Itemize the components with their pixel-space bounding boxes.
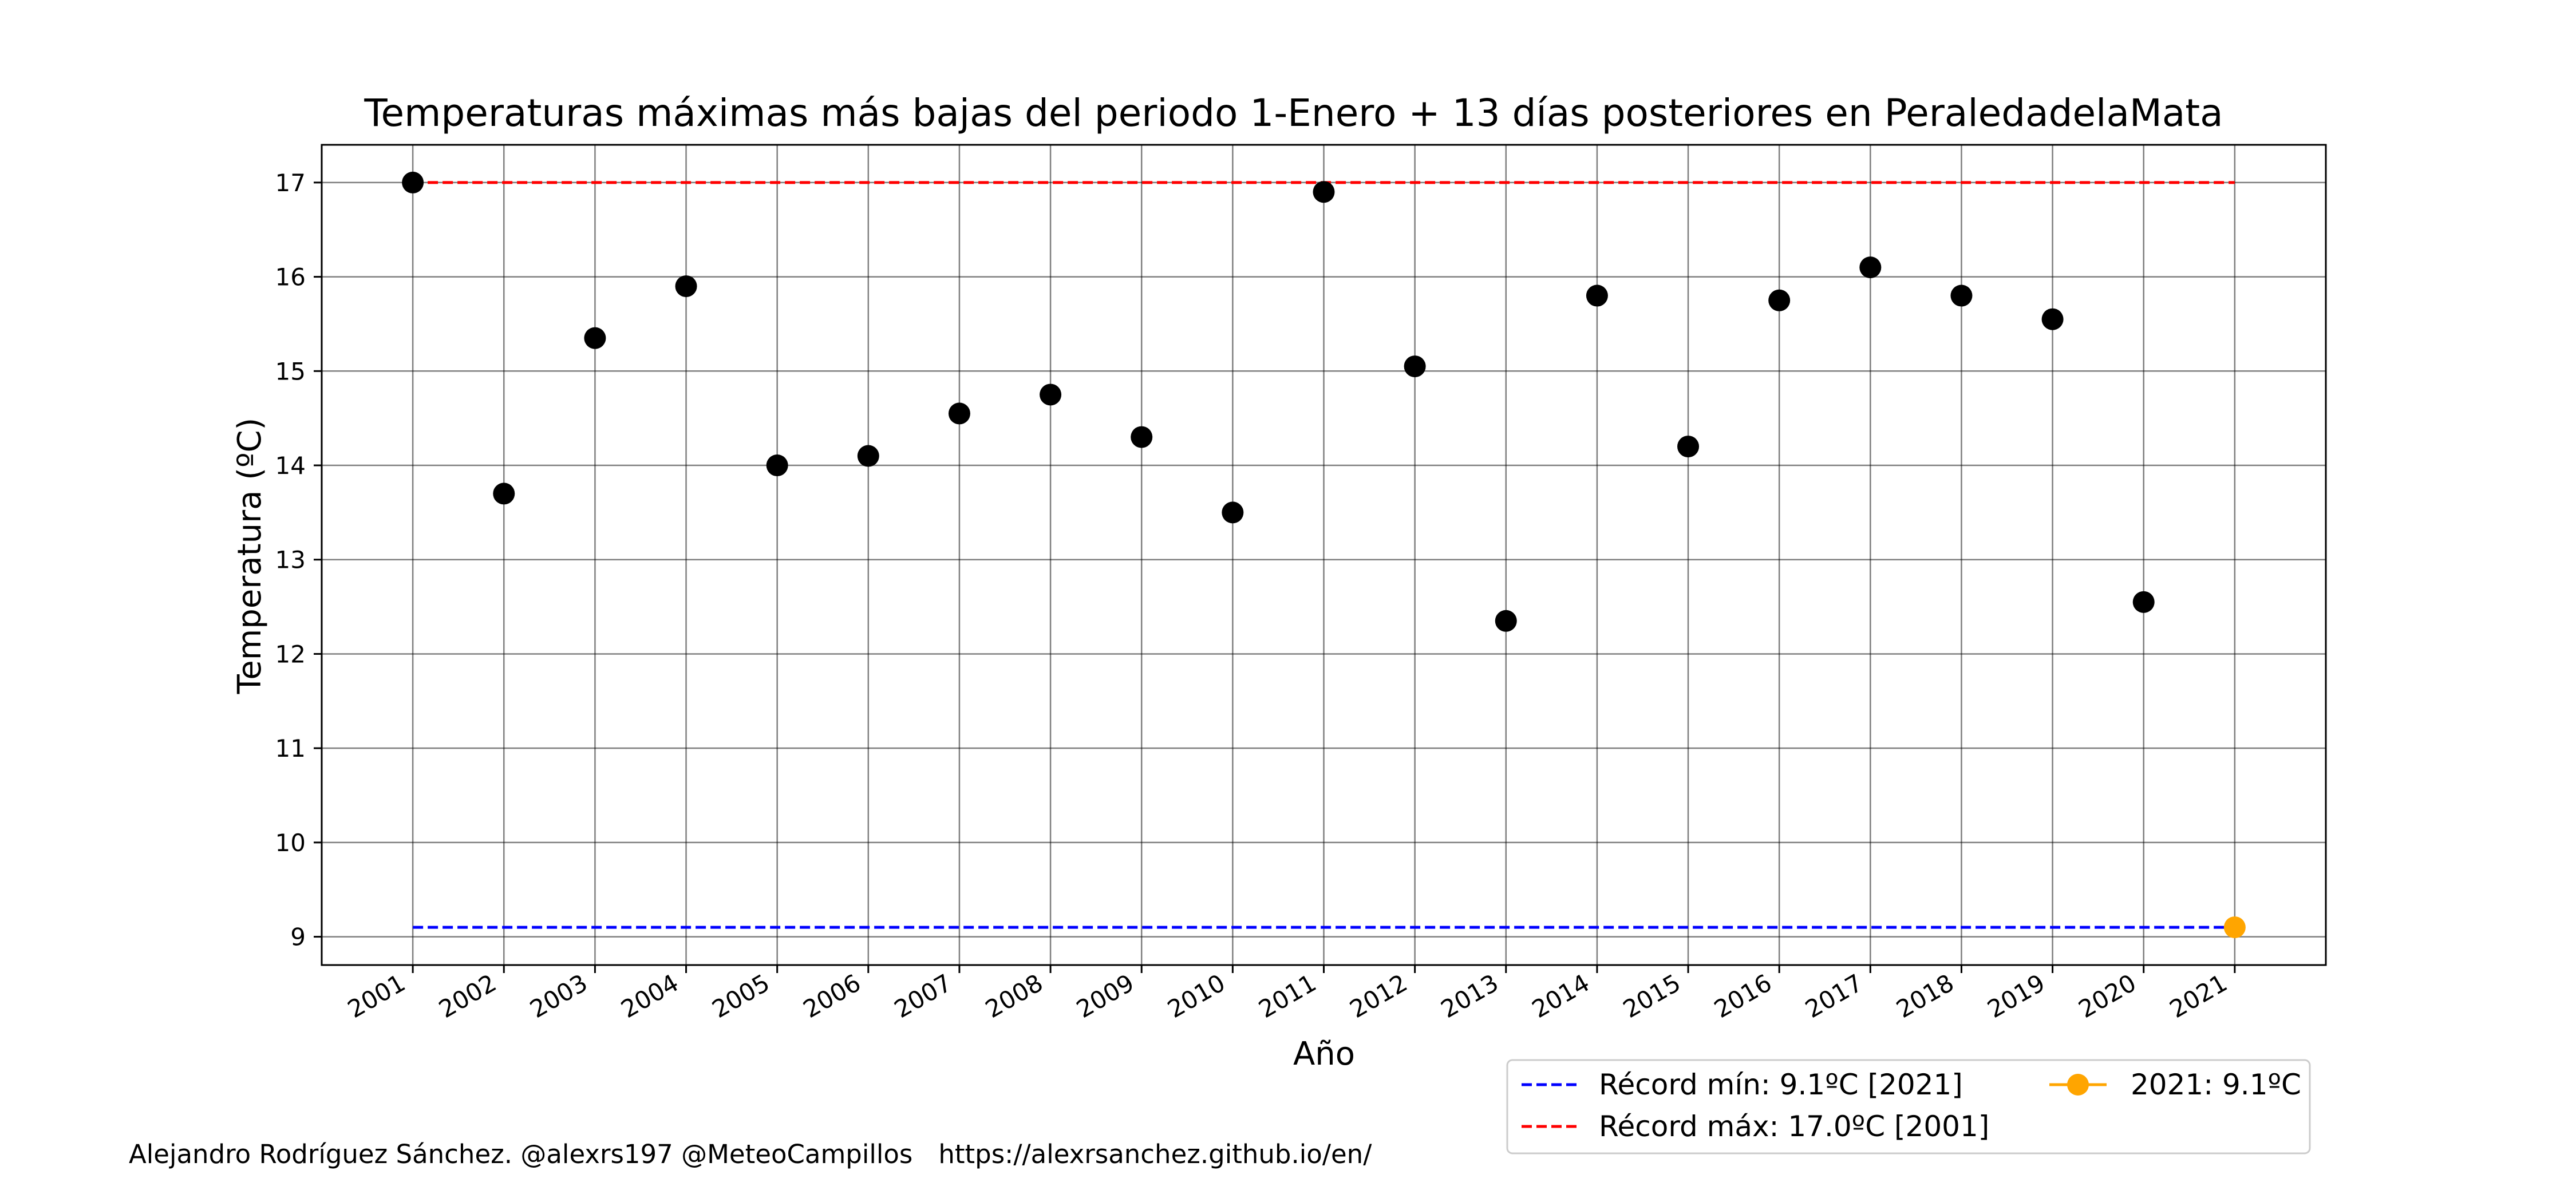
legend-frame (1506, 1059, 2311, 1154)
highlight-point-2021 (2223, 916, 2246, 939)
data-point (584, 327, 606, 349)
y-tick-label: 13 (275, 546, 306, 574)
data-points (402, 171, 2246, 939)
y-axis-label: Temperatura (ºC) (231, 418, 268, 695)
legend: Récord mín: 9.1ºC [2021] Récord máx: 17.… (1506, 1059, 2311, 1154)
footer-author: Alejandro Rodríguez Sánchez. @alexrs197 … (129, 1139, 913, 1169)
data-point (1859, 256, 1882, 279)
data-point (2041, 308, 2064, 330)
data-point (1313, 181, 1335, 203)
data-point (1586, 284, 1608, 307)
data-point (402, 171, 424, 193)
legend-label-record-min: Récord mín: 9.1ºC [2021] (1599, 1068, 1963, 1101)
data-point (857, 445, 879, 467)
y-tick-label: 10 (275, 829, 306, 857)
data-point (675, 275, 697, 298)
data-point (1040, 383, 1062, 406)
data-point (1768, 289, 1791, 311)
x-axis-label: Año (1293, 1035, 1355, 1073)
data-point (766, 454, 788, 477)
data-point (1404, 355, 1426, 378)
data-point (1222, 501, 1244, 524)
footer-url: https://alexrsanchez.github.io/en/ (938, 1139, 1372, 1169)
y-ticks: 9 10 11 12 13 14 15 16 17 (275, 169, 322, 951)
y-tick-label: 12 (275, 640, 306, 668)
y-tick-label: 14 (275, 452, 306, 480)
data-point (1495, 610, 1517, 632)
y-tick-label: 9 (290, 923, 306, 951)
data-point (1131, 426, 1153, 448)
y-tick-label: 11 (275, 734, 306, 762)
data-point (1677, 436, 1700, 458)
footer-credit: Alejandro Rodríguez Sánchez. @alexrs197 … (129, 1139, 1372, 1169)
y-tick-label: 16 (275, 263, 306, 291)
legend-label-record-max: Récord máx: 17.0ºC [2001] (1599, 1110, 1989, 1143)
data-point (493, 483, 515, 505)
y-tick-label: 17 (275, 169, 306, 197)
data-point (948, 402, 970, 425)
grid (322, 145, 2326, 965)
chart-title: Temperaturas máximas más bajas del perio… (364, 91, 2223, 135)
y-tick-label: 15 (275, 357, 306, 385)
data-point (2132, 591, 2155, 613)
legend-label-2021: 2021: 9.1ºC (2131, 1068, 2301, 1101)
data-point (1950, 284, 1973, 307)
legend-marker-2021 (2067, 1074, 2089, 1096)
